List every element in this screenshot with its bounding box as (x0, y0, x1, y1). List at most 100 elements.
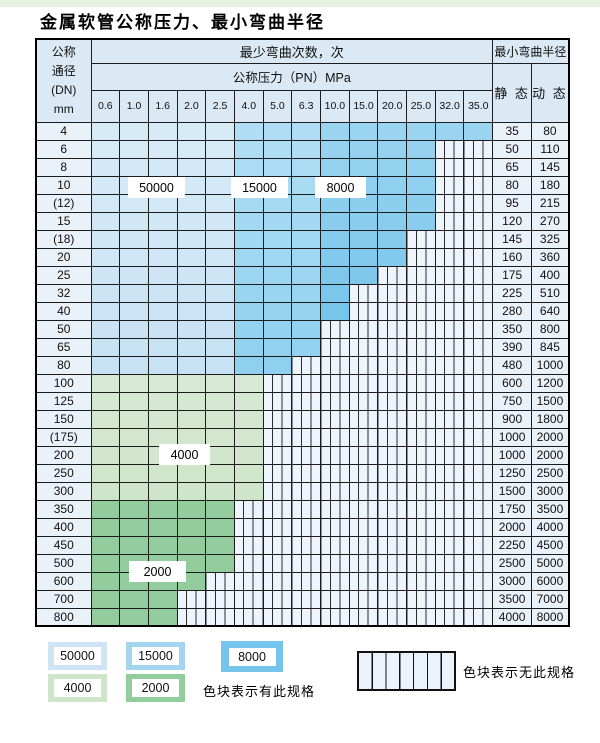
spec-cell (90, 229, 121, 249)
spec-cell (90, 391, 121, 411)
spec-cell (406, 211, 436, 231)
no-spec-cell (463, 391, 494, 411)
spec-cell (205, 247, 235, 267)
spec-cell (147, 319, 178, 339)
no-spec-cell (320, 535, 350, 555)
spec-cell (262, 319, 293, 339)
spec-cell (262, 355, 293, 375)
spec-cell (119, 355, 149, 375)
dn-cell: 50 (35, 319, 92, 339)
spec-cell (348, 157, 379, 177)
no-spec-cell (434, 391, 465, 411)
dn-cell: 65 (35, 337, 92, 357)
spec-cell (291, 157, 321, 177)
table-row: 50 350 800 (35, 319, 570, 339)
dn-cell: 500 (35, 553, 92, 573)
spec-cell (147, 337, 178, 357)
spec-cell (262, 121, 293, 141)
no-spec-cell (291, 463, 321, 483)
no-spec-cell (463, 481, 494, 501)
table-row: 125 750 1500 (35, 391, 570, 411)
static-radius-cell: 280 (492, 301, 533, 321)
no-spec-cell (176, 607, 207, 627)
spec-cell (90, 355, 121, 375)
dn-header-line: 公称 (51, 44, 76, 59)
spec-cell (176, 355, 207, 375)
spec-cell (119, 265, 149, 285)
no-spec-cell (434, 229, 465, 249)
dynamic-radius-cell: 3000 (531, 481, 570, 501)
spec-cell (90, 337, 121, 357)
no-spec-cell (463, 589, 494, 609)
no-spec-cell (434, 373, 465, 393)
no-spec-cell (434, 553, 465, 573)
no-spec-cell (434, 463, 465, 483)
no-spec-cell (348, 571, 379, 591)
no-spec-cell (377, 571, 408, 591)
spec-cell (119, 283, 149, 303)
spec-cell (147, 229, 178, 249)
no-spec-cell (377, 283, 408, 303)
spec-cell (90, 265, 121, 285)
spec-cell (176, 463, 207, 483)
pressure-value-header: 5.0 (262, 89, 293, 123)
spec-cell (119, 193, 149, 213)
spec-cell (119, 211, 149, 231)
no-spec-cell (463, 211, 494, 231)
no-spec-cell (406, 445, 436, 465)
pressure-value-header: 2.0 (176, 89, 207, 123)
no-spec-cell (320, 499, 350, 519)
dn-cell: 40 (35, 301, 92, 321)
no-spec-cell (320, 589, 350, 609)
no-spec-cell (291, 607, 321, 627)
pressure-value-header: 4.0 (233, 89, 264, 123)
dynamic-radius-cell: 400 (531, 265, 570, 285)
static-radius-cell: 900 (492, 409, 533, 429)
no-spec-cell (377, 463, 408, 483)
spec-cell (320, 139, 350, 159)
dynamic-radius-cell: 1500 (531, 391, 570, 411)
no-spec-cell (434, 301, 465, 321)
spec-cell (262, 193, 293, 213)
no-spec-cell (463, 229, 494, 249)
spec-cell (147, 607, 178, 627)
spec-cell (176, 373, 207, 393)
spec-cell (377, 121, 408, 141)
spec-cell (176, 517, 207, 537)
radius-header: 最小弯曲半径 (492, 38, 570, 64)
spec-cell (233, 427, 264, 447)
spec-cell (320, 211, 350, 231)
spec-cell (205, 481, 235, 501)
pressure-value-header: 20.0 (377, 89, 408, 123)
spec-cell (90, 445, 121, 465)
dynamic-radius-cell: 215 (531, 193, 570, 213)
spec-cell (205, 517, 235, 537)
no-spec-cell (463, 247, 494, 267)
pressure-value-header: 1.6 (147, 89, 178, 123)
spec-cell (147, 409, 178, 429)
spec-cell (90, 373, 121, 393)
static-radius-cell: 3000 (492, 571, 533, 591)
spec-cell (377, 247, 408, 267)
spec-cell (377, 211, 408, 231)
spec-cell (147, 463, 178, 483)
no-spec-cell (262, 373, 293, 393)
no-spec-cell (434, 589, 465, 609)
static-radius-cell: 145 (492, 229, 533, 249)
no-spec-cell (377, 337, 408, 357)
no-spec-cell (291, 553, 321, 573)
spec-cell (320, 265, 350, 285)
no-spec-cell (463, 157, 494, 177)
dn-cell: (12) (35, 193, 92, 213)
no-spec-cell (406, 319, 436, 339)
no-spec-cell (406, 481, 436, 501)
spec-cell (119, 229, 149, 249)
no-spec-cell (406, 247, 436, 267)
spec-cell (205, 211, 235, 231)
spec-cell (348, 193, 379, 213)
legend-swatch-4000: 4000 (48, 674, 107, 702)
no-spec-cell (406, 607, 436, 627)
static-radius-cell: 1750 (492, 499, 533, 519)
no-spec-cell (406, 499, 436, 519)
no-spec-cell (406, 571, 436, 591)
